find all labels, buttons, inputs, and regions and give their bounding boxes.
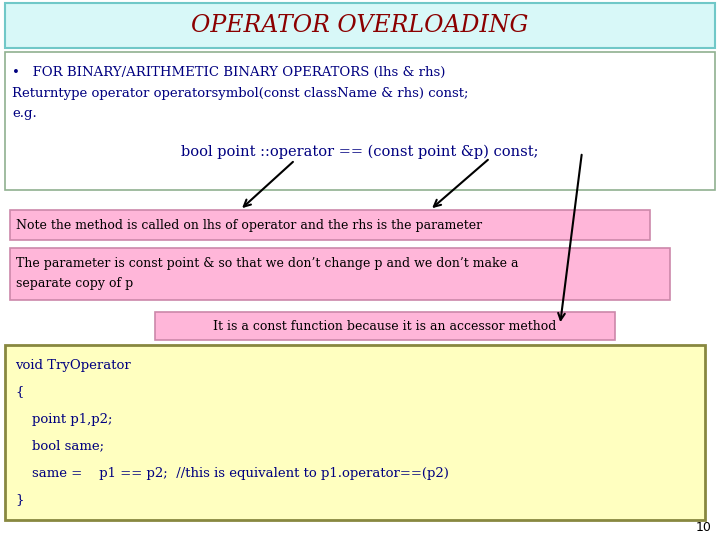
FancyBboxPatch shape [10,248,670,300]
Text: The parameter is const point & so that we don’t change p and we don’t make a: The parameter is const point & so that w… [16,258,518,271]
Text: bool same;: bool same; [15,440,104,453]
Text: e.g.: e.g. [12,107,37,120]
Text: same =    p1 == p2;  //this is equivalent to p1.operator==(p2): same = p1 == p2; //this is equivalent to… [15,467,449,480]
Text: It is a const function because it is an accessor method: It is a const function because it is an … [213,320,557,333]
Text: Returntype operator operatorsymbol(const className & rhs) const;: Returntype operator operatorsymbol(const… [12,86,469,99]
Text: separate copy of p: separate copy of p [16,276,133,289]
Text: 10: 10 [696,521,712,534]
Text: void TryOperator: void TryOperator [15,359,131,372]
Text: bool point ::operator == (const point &p) const;: bool point ::operator == (const point &p… [181,145,539,159]
FancyBboxPatch shape [5,345,705,520]
Text: Note the method is called on lhs of operator and the rhs is the parameter: Note the method is called on lhs of oper… [16,219,482,232]
Text: point p1,p2;: point p1,p2; [15,413,112,426]
FancyBboxPatch shape [5,52,715,190]
FancyBboxPatch shape [5,3,715,48]
FancyBboxPatch shape [155,312,615,340]
Text: }: } [15,494,24,507]
Text: •   FOR BINARY/ARITHMETIC BINARY OPERATORS (lhs & rhs): • FOR BINARY/ARITHMETIC BINARY OPERATORS… [12,65,446,78]
Text: OPERATOR OVERLOADING: OPERATOR OVERLOADING [192,14,528,37]
Text: {: { [15,386,24,399]
FancyBboxPatch shape [10,210,650,240]
